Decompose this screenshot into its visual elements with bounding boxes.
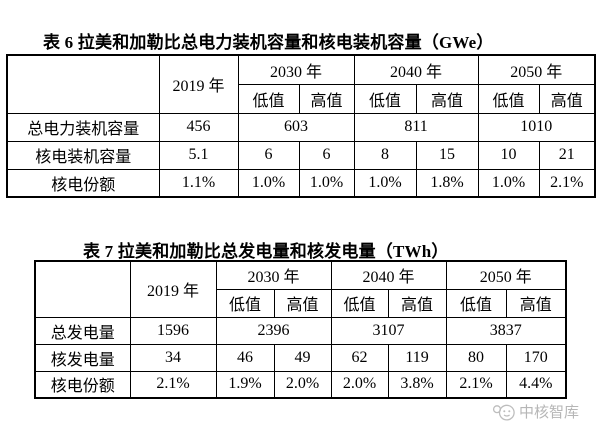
table-cell: 6 xyxy=(298,140,355,170)
table-cell: 2.1% xyxy=(538,168,596,198)
table-row: 核电份额 1.1% 1.0% 1.0% 1.0% 1.8% 1.0% 2.1% xyxy=(6,168,596,198)
watermark: 中核智库 xyxy=(492,401,579,422)
table7-header-2050: 2050 年 xyxy=(445,260,567,290)
table7-corner-cell xyxy=(34,260,131,318)
table-row: 核发电量 34 46 49 62 119 80 170 xyxy=(34,343,567,372)
table-cell: 80 xyxy=(445,343,507,372)
table-cell: 119 xyxy=(387,343,447,372)
table-cell: 170 xyxy=(505,343,567,372)
row-label: 核电份额 xyxy=(6,168,160,198)
table6-header-2040-low: 低值 xyxy=(353,83,417,114)
publisher-logo-icon xyxy=(492,404,515,421)
table-cell: 3107 xyxy=(330,316,447,345)
table-cell: 62 xyxy=(330,343,389,372)
table6-header-2050: 2050 年 xyxy=(477,54,596,85)
table-cell: 2396 xyxy=(215,316,332,345)
table7-header-2019: 2019 年 xyxy=(129,260,217,318)
table-cell: 1.1% xyxy=(158,168,239,198)
table-cell: 1010 xyxy=(477,112,596,142)
row-label: 总发电量 xyxy=(34,316,131,345)
table7-header-2040-high: 高值 xyxy=(387,288,447,318)
table-cell: 1.8% xyxy=(415,168,479,198)
table7: 2019 年 2030 年 2040 年 2050 年 低值 高值 低值 高值 … xyxy=(34,260,568,399)
table-cell: 2.0% xyxy=(273,370,332,399)
table6-header-row-years: 2019 年 2030 年 2040 年 2050 年 xyxy=(6,54,596,114)
table-cell: 456 xyxy=(158,112,239,142)
table-row: 核电装机容量 5.1 6 6 8 15 10 21 xyxy=(6,140,596,170)
table-cell: 603 xyxy=(237,112,355,142)
table6-header-2030: 2030 年 xyxy=(237,54,355,85)
table7-header-2050-low: 低值 xyxy=(445,288,507,318)
table-cell: 34 xyxy=(129,343,217,372)
table-cell: 2.1% xyxy=(445,370,507,399)
table7-header-row-lowhigh: 低值 高值 低值 高值 低值 高值 xyxy=(35,288,567,318)
table-cell: 6 xyxy=(237,140,300,170)
table6-header-2030-low: 低值 xyxy=(237,83,300,114)
table-cell: 2.1% xyxy=(129,370,217,399)
table7-header-2030: 2030 年 xyxy=(215,260,332,290)
table6-header-2030-high: 高值 xyxy=(298,83,355,114)
table7-header-2030-high: 高值 xyxy=(273,288,332,318)
table7-header-2040-low: 低值 xyxy=(330,288,389,318)
table7-header-2050-high: 高值 xyxy=(505,288,567,318)
table-cell: 10 xyxy=(477,140,540,170)
table6-header-2019: 2019 年 xyxy=(158,54,239,114)
table-cell: 5.1 xyxy=(158,140,239,170)
row-label: 总电力装机容量 xyxy=(6,112,160,142)
table6: 2019 年 2030 年 2040 年 2050 年 低值 高值 低值 高值 … xyxy=(6,54,597,198)
table-row: 总电力装机容量 456 603 811 1010 xyxy=(6,112,596,142)
table7-title: 表 7 拉美和加勒比总发电量和核发电量（TWh） xyxy=(83,242,449,261)
table6-header-2040: 2040 年 xyxy=(353,54,479,85)
table-cell: 21 xyxy=(538,140,596,170)
table-cell: 3837 xyxy=(445,316,567,345)
table-cell: 8 xyxy=(353,140,417,170)
table-cell: 1596 xyxy=(129,316,217,345)
table-row: 总发电量 1596 2396 3107 3837 xyxy=(34,316,567,345)
watermark-text: 中核智库 xyxy=(519,405,580,421)
row-label: 核电装机容量 xyxy=(6,140,160,170)
table-cell: 2.0% xyxy=(330,370,389,399)
table6-header-2040-high: 高值 xyxy=(415,83,479,114)
table-cell: 4.4% xyxy=(505,370,567,399)
table7-header-2040: 2040 年 xyxy=(330,260,447,290)
table-cell: 49 xyxy=(273,343,332,372)
table7-header-row-years: 2019 年 2030 年 2040 年 2050 年 xyxy=(34,260,567,318)
table-cell: 3.8% xyxy=(387,370,447,399)
table-cell: 811 xyxy=(353,112,479,142)
table-cell: 1.0% xyxy=(353,168,417,198)
table6-header-row-lowhigh: 低值 高值 低值 高值 低值 高值 xyxy=(7,83,596,114)
table-row: 核电份额 2.1% 1.9% 2.0% 2.0% 3.8% 2.1% 4.4% xyxy=(34,370,567,399)
table-cell: 1.9% xyxy=(215,370,275,399)
table6-header-2050-high: 高值 xyxy=(538,83,596,114)
table-cell: 1.0% xyxy=(298,168,355,198)
table-cell: 1.0% xyxy=(237,168,300,198)
table-cell: 15 xyxy=(415,140,479,170)
table6-header-2050-low: 低值 xyxy=(477,83,540,114)
row-label: 核发电量 xyxy=(34,343,131,372)
table-cell: 1.0% xyxy=(477,168,540,198)
table6-corner-cell xyxy=(6,54,160,114)
table6-title: 表 6 拉美和加勒比总电力装机容量和核电装机容量（GWe） xyxy=(43,33,494,52)
table7-header-2030-low: 低值 xyxy=(215,288,275,318)
row-label: 核电份额 xyxy=(34,370,131,399)
table-cell: 46 xyxy=(215,343,275,372)
